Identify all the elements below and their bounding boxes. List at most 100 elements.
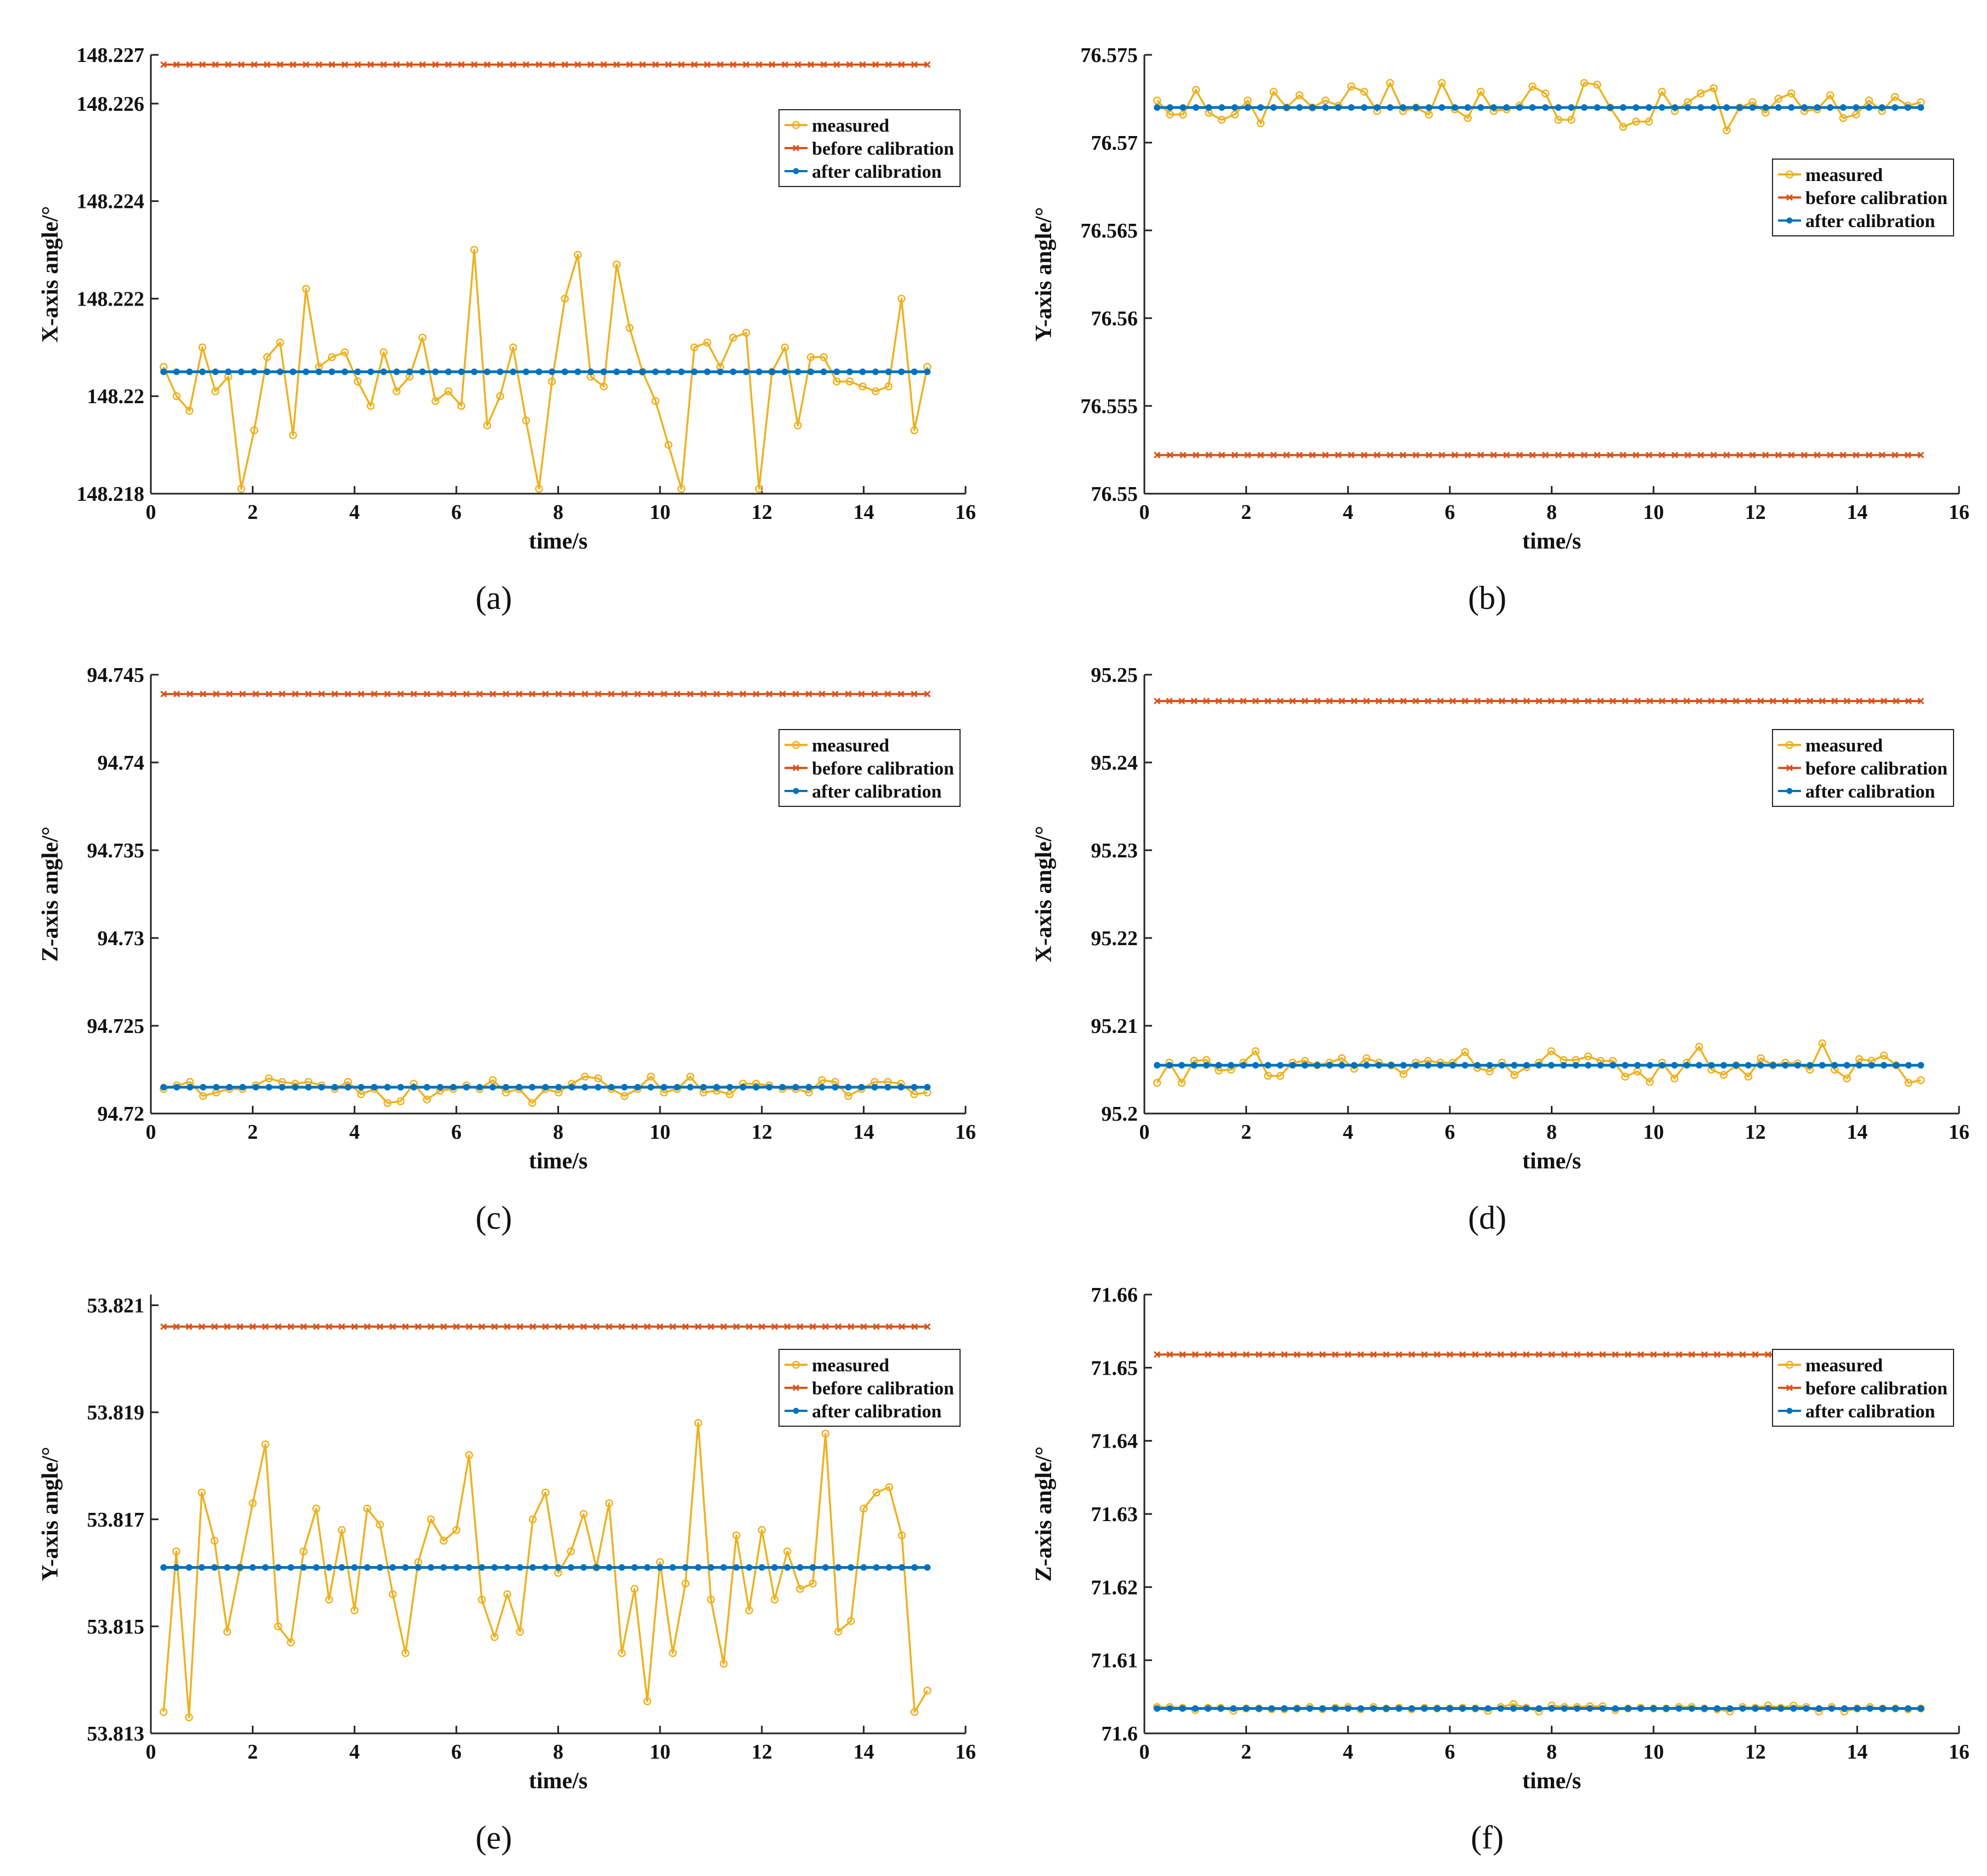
- before-calibration-point: [466, 1323, 473, 1330]
- x-tick-label: 14: [853, 501, 874, 524]
- after-calibration-point: [805, 1084, 812, 1090]
- measured-point: [1251, 1047, 1260, 1055]
- x-tick-label: 10: [1643, 1741, 1664, 1764]
- after-calibration-point: [290, 368, 297, 375]
- after-calibration-point: [1633, 104, 1640, 111]
- after-calibration-point: [1561, 1705, 1568, 1712]
- after-calibration-point: [1917, 1705, 1924, 1712]
- y-tick-label: 94.735: [87, 839, 145, 862]
- after-calibration-point: [1684, 104, 1691, 111]
- after-calibration-point: [1154, 1705, 1161, 1712]
- after-calibration-point: [1645, 104, 1652, 111]
- before-calibration-point: [593, 1323, 600, 1330]
- legend-label: after calibration: [1805, 211, 1935, 231]
- before-calibration-point: [924, 691, 931, 698]
- before-calibration-point: [1421, 1351, 1428, 1358]
- before-calibration-point: [262, 1323, 269, 1330]
- before-calibration-point: [1726, 1351, 1734, 1358]
- legend-marker-circle: [1785, 1360, 1794, 1369]
- after-calibration-point: [1788, 104, 1795, 111]
- before-calibration-point: [160, 691, 167, 698]
- after-calibration-point: [1866, 104, 1873, 111]
- x-axis-label: time/s: [529, 529, 588, 554]
- before-calibration-point: [1252, 697, 1259, 705]
- before-calibration-point: [1433, 1351, 1441, 1358]
- after-calibration-point: [733, 1564, 740, 1571]
- after-calibration-point: [1736, 104, 1743, 111]
- after-calibration-point: [1437, 1062, 1444, 1069]
- after-calibration-point: [1477, 104, 1484, 111]
- measured-point: [211, 387, 219, 395]
- before-calibration-point: [1865, 451, 1873, 459]
- measured-point: [681, 1579, 690, 1588]
- measured-point: [651, 397, 660, 405]
- after-calibration-point: [707, 1564, 714, 1571]
- before-calibration-point: [238, 61, 245, 68]
- after-calibration-point: [845, 1084, 852, 1090]
- measured-point: [745, 1606, 753, 1614]
- after-calibration-point: [784, 1564, 791, 1571]
- before-calibration-point: [1375, 697, 1382, 705]
- after-calibration-point: [1777, 1705, 1785, 1712]
- after-calibration-point: [458, 368, 465, 375]
- x-tick-label: 10: [1643, 501, 1664, 524]
- y-tick-label: 95.22: [1091, 927, 1138, 950]
- after-calibration-point: [716, 368, 724, 375]
- after-calibration-point: [160, 368, 167, 375]
- before-calibration-point: [328, 61, 336, 68]
- after-calibration-point: [674, 1084, 681, 1090]
- before-calibration-point: [1831, 697, 1838, 705]
- after-calibration-point: [746, 1564, 753, 1571]
- after-calibration-point: [275, 1564, 282, 1571]
- before-calibration-point: [742, 61, 750, 68]
- before-calibration-point: [858, 691, 865, 698]
- before-calibration-point: [1658, 451, 1666, 459]
- before-calibration-point: [740, 691, 747, 698]
- before-calibration-point: [606, 1323, 613, 1330]
- after-calibration-point: [318, 1084, 325, 1090]
- measured-point: [465, 1451, 473, 1459]
- before-calibration-point: [1580, 451, 1588, 459]
- measured-point: [1541, 89, 1550, 98]
- measured-point: [388, 1590, 397, 1598]
- before-calibration-point: [1607, 451, 1614, 459]
- before-calibration-point: [779, 691, 786, 698]
- after-calibration-point: [1319, 1705, 1326, 1712]
- before-calibration-point: [1587, 1351, 1594, 1358]
- after-calibration-point: [1516, 104, 1523, 111]
- after-calibration-point: [187, 1084, 194, 1090]
- after-calibration-point: [1296, 104, 1303, 111]
- y-tick-label: 95.21: [1091, 1015, 1138, 1038]
- after-calibration-point: [1375, 1062, 1382, 1069]
- after-calibration-point: [450, 1084, 457, 1090]
- chart-svg-a: 0 2 4 6 8 10 12 14 16 148.218 148.22 148.222 148.224…: [38, 44, 976, 554]
- before-calibration-point: [1490, 451, 1497, 459]
- before-calibration-point: [1399, 451, 1407, 459]
- before-calibration-point: [1338, 697, 1346, 705]
- before-calibration-point: [582, 691, 589, 698]
- y-tick-label: 53.817: [87, 1508, 145, 1532]
- y-tick-label: 94.74: [98, 751, 145, 775]
- before-calibration-point: [832, 691, 839, 698]
- before-calibration-point: [1536, 1351, 1543, 1358]
- before-calibration-point: [595, 691, 602, 698]
- before-calibration-point: [626, 61, 633, 68]
- measured-point: [809, 1579, 817, 1588]
- after-calibration-point: [1696, 1062, 1703, 1069]
- after-calibration-point: [1190, 1062, 1198, 1069]
- after-calibration-point: [1879, 1705, 1886, 1712]
- measured-point: [742, 329, 750, 337]
- measured-point: [439, 1536, 448, 1545]
- measured-point: [1774, 94, 1783, 103]
- x-tick-label: 6: [1444, 501, 1455, 524]
- after-calibration-point: [822, 1564, 829, 1571]
- after-calibration-point: [1498, 1062, 1505, 1069]
- after-calibration-point: [1396, 1705, 1403, 1712]
- before-calibration-point: [1227, 697, 1234, 705]
- after-calibration-point: [743, 368, 750, 375]
- after-calibration-point: [402, 1564, 409, 1571]
- before-calibration-point: [1708, 697, 1715, 705]
- after-calibration-point: [661, 1084, 668, 1090]
- after-calibration-point: [1179, 104, 1187, 111]
- after-calibration-point: [466, 1564, 473, 1571]
